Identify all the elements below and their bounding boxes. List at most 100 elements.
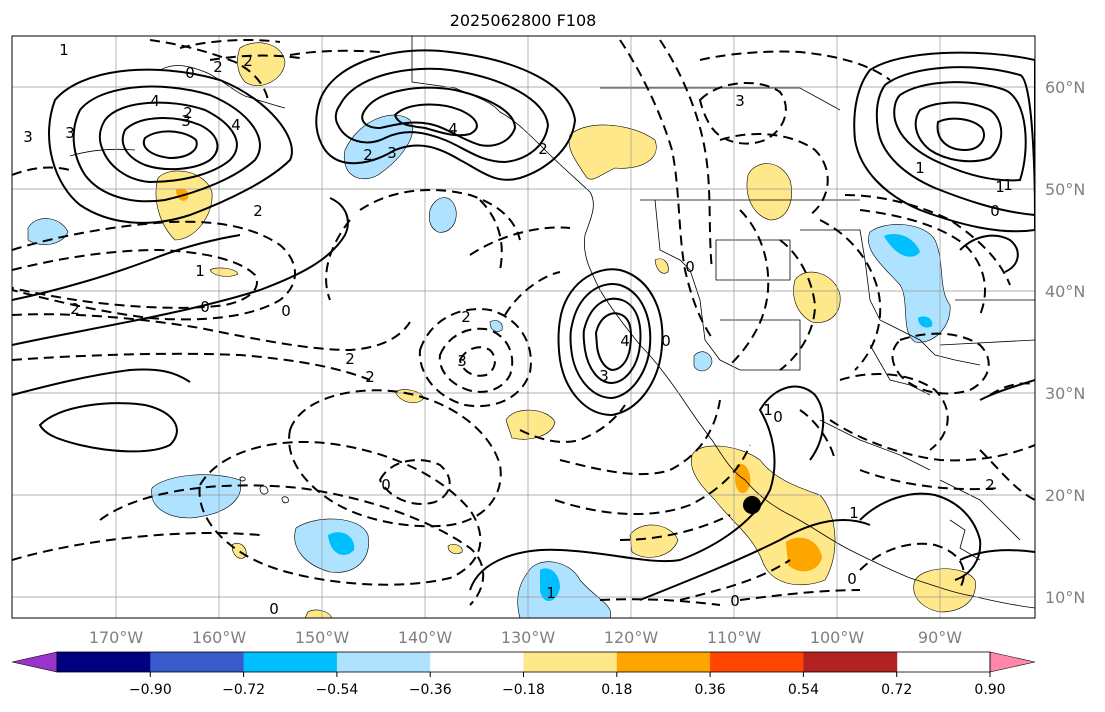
contour-label: 2 bbox=[461, 308, 471, 326]
shade-positive bbox=[654, 258, 669, 274]
shade-negative bbox=[489, 320, 503, 332]
contour-label: 1 bbox=[915, 159, 925, 177]
shade-negative bbox=[151, 474, 242, 519]
latitude-labels: 60°N 50°N 40°N 30°N 20°N 10°N bbox=[1045, 78, 1085, 607]
lon-label: 170°W bbox=[89, 628, 144, 647]
lon-label: 140°W bbox=[398, 628, 453, 647]
colorbar-tick-label: −0.18 bbox=[502, 682, 545, 698]
lat-label: 30°N bbox=[1045, 384, 1085, 403]
contour-label: 2 bbox=[213, 58, 223, 76]
shade-positive bbox=[568, 124, 657, 180]
contour-label: 0 bbox=[281, 302, 291, 320]
contour-label: 0 bbox=[269, 600, 279, 618]
contour-label: 4 bbox=[620, 332, 630, 350]
contour-label: 2 bbox=[363, 146, 373, 164]
shade-positive bbox=[629, 524, 679, 558]
lat-label: 20°N bbox=[1045, 486, 1085, 505]
colorbar-segment bbox=[336, 652, 431, 672]
shade-negative-strong bbox=[918, 316, 933, 328]
colorbar: −0.90 −0.72 −0.54 −0.36 −0.18 0.18 0.36 0.54 0.7… bbox=[11, 651, 1036, 698]
contour-label: 4 bbox=[231, 116, 241, 134]
shade-positive bbox=[746, 163, 792, 221]
contour-label: 1 bbox=[849, 504, 859, 522]
contour-label: 0 bbox=[730, 592, 740, 610]
contour-label: 2 bbox=[243, 52, 253, 70]
lon-label: 120°W bbox=[604, 628, 659, 647]
contour-label: 1 bbox=[995, 178, 1005, 196]
contour-label: 3 bbox=[65, 124, 75, 142]
shade-positive bbox=[793, 271, 841, 323]
lat-label: 40°N bbox=[1045, 282, 1085, 301]
anomaly-shading bbox=[27, 42, 976, 618]
colorbar-tick-label: −0.36 bbox=[409, 682, 452, 698]
contour-label: 4 bbox=[150, 92, 160, 110]
contour-label: 0 bbox=[185, 64, 195, 82]
contour-label: 3 bbox=[735, 92, 745, 110]
shade-negative bbox=[428, 197, 457, 233]
colorbar-tick-label: 0.72 bbox=[881, 682, 912, 698]
contour-label: 0 bbox=[990, 202, 1000, 220]
black-dot-marker bbox=[743, 496, 761, 514]
colorbar-segment bbox=[616, 652, 711, 672]
colorbar-segment bbox=[803, 652, 898, 672]
colorbar-tick-label: 0.36 bbox=[695, 682, 726, 698]
contour-label: 1 bbox=[195, 262, 205, 280]
contour-label: 2 bbox=[70, 300, 80, 318]
contour-label: 0 bbox=[773, 408, 783, 426]
lon-label: 150°W bbox=[295, 628, 350, 647]
contour-label: 4 bbox=[448, 120, 458, 138]
contour-label: 3 bbox=[181, 112, 191, 130]
shade-positive-strong bbox=[786, 537, 822, 572]
contour-label: 3 bbox=[599, 367, 609, 385]
shade-positive bbox=[505, 409, 556, 440]
shade-positive bbox=[913, 568, 976, 613]
shade-negative bbox=[868, 224, 951, 343]
colorbar-segment bbox=[430, 652, 524, 672]
lon-label: 130°W bbox=[501, 628, 556, 647]
contour-label: 0 bbox=[661, 332, 671, 350]
contour-label: 3 bbox=[23, 128, 33, 146]
map-title: 2025062800 F108 bbox=[450, 11, 597, 30]
contour-label: 0 bbox=[847, 570, 857, 588]
colorbar-tick-label: −0.54 bbox=[315, 682, 358, 698]
shade-positive bbox=[447, 544, 463, 555]
colorbar-tick-label: −0.90 bbox=[129, 682, 172, 698]
contour-label: 2 bbox=[365, 368, 375, 386]
colorbar-ticks: −0.90 −0.72 −0.54 −0.36 −0.18 0.18 0.36 0.54 0.7… bbox=[129, 672, 1006, 698]
shade-positive bbox=[209, 267, 239, 277]
lon-label: 90°W bbox=[918, 628, 962, 647]
shade-negative bbox=[693, 351, 713, 372]
lat-label: 60°N bbox=[1045, 78, 1085, 97]
colorbar-extend-high bbox=[989, 651, 1036, 673]
lon-label: 100°W bbox=[810, 628, 865, 647]
lon-label: 110°W bbox=[707, 628, 762, 647]
colorbar-segment bbox=[243, 652, 338, 672]
contour-label: 0 bbox=[200, 298, 210, 316]
shade-negative-strong bbox=[540, 568, 560, 602]
contour-label: 1 bbox=[59, 41, 69, 59]
contour-label: 2 bbox=[345, 350, 355, 368]
colorbar-segment bbox=[523, 652, 618, 672]
colorbar-segment bbox=[150, 652, 245, 672]
contour-label: 2 bbox=[985, 476, 995, 494]
colorbar-segment bbox=[57, 652, 151, 672]
colorbar-tick-label: 0.54 bbox=[788, 682, 819, 698]
lat-label: 10°N bbox=[1045, 588, 1085, 607]
contour-label: 3 bbox=[387, 144, 397, 162]
graticule bbox=[12, 36, 1035, 618]
contour-label: 2 bbox=[183, 104, 193, 122]
colorbar-tick-label: −0.72 bbox=[222, 682, 265, 698]
lon-label: 160°W bbox=[192, 628, 247, 647]
shade-negative-strong bbox=[328, 532, 355, 555]
colorbar-extend-low bbox=[11, 651, 58, 673]
contour-label: 1 bbox=[763, 401, 773, 419]
contour-label: 2 bbox=[253, 202, 263, 220]
contour-label: 1 bbox=[546, 584, 556, 602]
shade-positive bbox=[304, 609, 333, 618]
colorbar-tick-label: 0.18 bbox=[601, 682, 632, 698]
negative-contours bbox=[12, 39, 1035, 606]
shade-positive bbox=[237, 42, 286, 86]
